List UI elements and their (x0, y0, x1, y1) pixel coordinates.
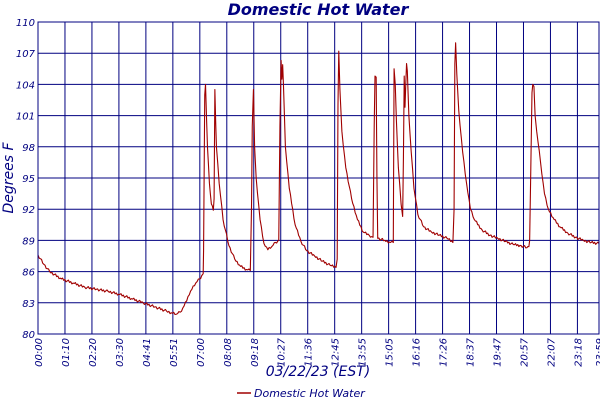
x-tick-label: 15:05 (385, 338, 396, 367)
y-tick-label: 110 (16, 18, 35, 29)
chart-title: Domestic Hot Water (228, 0, 410, 19)
y-tick-label: 92 (22, 205, 35, 216)
x-tick-label: 19:47 (493, 337, 504, 366)
x-tick-labels: 00:00 01:10 02:20 03:30 04:41 05:51 07:00 08:08… (34, 337, 600, 366)
y-tick-labels: 80 83 86 89 92 95 98 101 104 107 110 (16, 18, 36, 341)
y-tick-label: 89 (22, 236, 35, 247)
legend-label: Domestic Hot Water (254, 387, 366, 400)
x-tick-label: 04:41 (142, 338, 153, 367)
y-tick-label: 98 (22, 143, 35, 154)
x-tick-label: 22:07 (546, 337, 557, 366)
y-axis-label: Degrees F (1, 142, 17, 214)
x-tick-label: 18:37 (466, 337, 477, 366)
x-tick-label: 20:57 (519, 337, 530, 366)
x-tick-label: 11:36 (304, 338, 315, 367)
y-tick-label: 80 (22, 330, 35, 341)
y-tick-label: 107 (16, 49, 36, 60)
y-tick-label: 101 (16, 112, 35, 123)
x-tick-label: 01:10 (61, 338, 72, 367)
x-tick-label: 00:00 (34, 338, 45, 367)
x-tick-label: 10:27 (277, 337, 288, 366)
x-tick-label: 03:30 (115, 338, 126, 367)
plot-frame (37, 21, 600, 335)
x-tick-label: 17:26 (439, 338, 450, 367)
x-tick-label: 02:20 (88, 338, 99, 367)
y-tick-label: 83 (22, 299, 35, 310)
grid (38, 21, 599, 335)
y-tick-label: 86 (22, 268, 35, 279)
x-tick-label: 05:51 (169, 338, 180, 367)
y-tick-label: 95 (22, 174, 35, 185)
legend: Domestic Hot Water (237, 387, 366, 400)
series-layer (37, 42, 600, 316)
y-tick-label: 104 (16, 80, 35, 91)
x-tick-label: 09:18 (250, 338, 261, 367)
x-tick-label: 12:45 (331, 338, 342, 367)
x-axis-label: 03/22/23 (EST) (266, 364, 371, 380)
x-tick-label: 08:08 (223, 338, 234, 367)
x-tick-label: 23:18 (573, 338, 584, 367)
series-line-domestic-hot-water (37, 42, 600, 316)
x-tick-label: 23:59 (595, 338, 600, 367)
x-tick-label: 13:55 (358, 338, 369, 367)
x-tick-label: 07:00 (196, 338, 207, 367)
x-tick-label: 16:16 (412, 338, 423, 367)
